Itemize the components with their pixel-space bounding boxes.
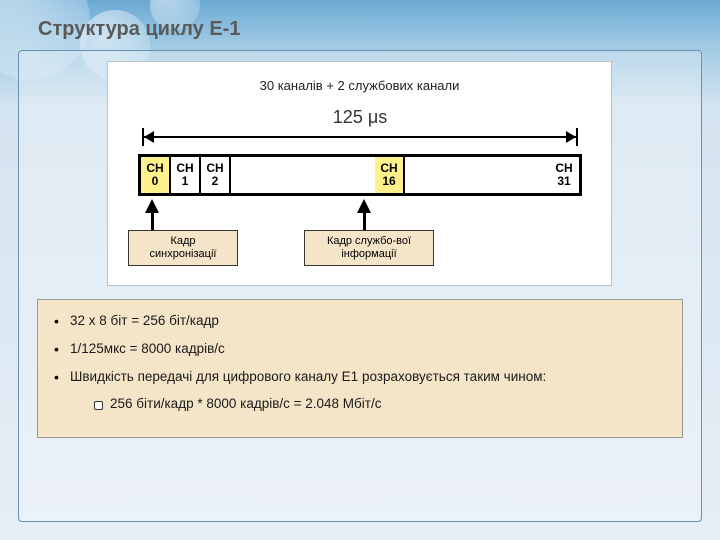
channel-slot-0: CH0 xyxy=(141,157,171,193)
channel-slot-2: CH2 xyxy=(201,157,231,193)
bullets-card: 32 х 8 біт = 256 біт/кадр 1/125мкс = 800… xyxy=(37,299,683,438)
ruler-arrow-left xyxy=(144,131,154,143)
callout-line: Кадр службо-вої xyxy=(327,235,411,247)
bullet-item: Швидкість передачі для цифрового каналу … xyxy=(52,368,668,412)
service-frame-callout: Кадр службо-вої інформації xyxy=(304,230,434,266)
sync-arrow-stem xyxy=(151,212,154,230)
channel-slot-1: CH1 xyxy=(171,157,201,193)
callout-line: інформації xyxy=(341,248,396,260)
sync-frame-callout: Кадр синхронізації xyxy=(128,230,238,266)
ruler-line xyxy=(142,136,578,138)
ruler-label: 125 μs xyxy=(142,107,578,128)
diagram-caption: 30 каналів + 2 службових канали xyxy=(108,78,611,93)
sub-bullet-item: 256 біти/кадр * 8000 кадрів/с = 2.048 Мб… xyxy=(92,395,668,413)
ruler-cap-right xyxy=(576,128,578,146)
diagram-card: 30 каналів + 2 службових канали 125 μs C… xyxy=(107,61,612,286)
sync-arrow-icon xyxy=(145,199,159,213)
content-frame: 30 каналів + 2 службових канали 125 μs C… xyxy=(18,50,702,522)
e1-frame-strip: CH0CH1CH2 CH16 CH31 xyxy=(138,154,582,196)
bullet-text: Швидкість передачі для цифрового каналу … xyxy=(70,369,546,384)
frame-duration-ruler: 125 μs xyxy=(142,110,578,144)
channel-slot-31: CH31 xyxy=(549,157,579,193)
callout-line: синхронізації xyxy=(150,248,217,260)
bullet-item: 32 х 8 біт = 256 біт/кадр xyxy=(52,312,668,330)
callout-line: Кадр xyxy=(170,235,195,247)
frame-gap xyxy=(231,157,375,193)
service-arrow-icon xyxy=(357,199,371,213)
channel-slot-16: CH16 xyxy=(375,157,405,193)
service-arrow-stem xyxy=(363,212,366,230)
frame-gap xyxy=(405,157,549,193)
ruler-arrow-right xyxy=(566,131,576,143)
bullet-item: 1/125мкс = 8000 кадрів/с xyxy=(52,340,668,358)
page-title: Структура циклу E-1 xyxy=(38,18,240,41)
